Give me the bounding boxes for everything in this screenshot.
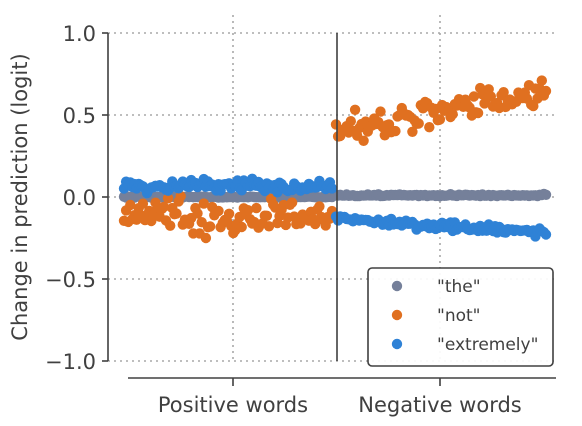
legend-label-0: "the"	[437, 277, 481, 297]
point-1-1-28	[390, 125, 401, 137]
y-tick-label-3: −0.5	[45, 268, 96, 292]
point-1-1-49	[434, 114, 446, 125]
point-1-1-44	[424, 122, 435, 133]
point-1-1-79	[498, 87, 509, 98]
point-1-0-41	[204, 221, 216, 232]
legend: "the" "not" "extremely"	[367, 267, 554, 367]
point-1-0-93	[314, 201, 325, 212]
point-1-1-55	[447, 109, 458, 120]
point-1-1-9	[349, 104, 361, 116]
point-1-0-68	[261, 210, 273, 221]
point-1-1-65	[468, 91, 480, 102]
point-1-1-97	[536, 75, 547, 86]
x-ticks: Positive words Negative words	[158, 378, 522, 417]
point-1-0-35	[192, 208, 203, 219]
legend-label-1: "not"	[437, 306, 480, 326]
legend-marker-2	[391, 338, 403, 350]
y-tick-label-0: 1.0	[63, 22, 96, 46]
legend-marker-1	[391, 309, 403, 321]
point-0-1-99	[540, 189, 552, 200]
point-1-1-93	[528, 100, 539, 112]
point-1-0-27	[175, 190, 186, 202]
point-1-0-63	[251, 202, 262, 214]
point-1-0-21	[162, 193, 174, 204]
point-1-0-59	[242, 205, 254, 216]
y-tick-label-2: 0.0	[63, 186, 96, 210]
point-1-1-39	[413, 118, 424, 129]
point-1-1-7	[345, 116, 356, 127]
point-1-0-45	[213, 205, 224, 217]
y-ticks: 1.0 0.5 0.0 −0.5 −1.0	[45, 22, 108, 374]
x-tick-label-0: Positive words	[158, 393, 308, 417]
point-1-0-50	[223, 208, 235, 219]
y-axis-title: Change in prediction (logit)	[8, 53, 32, 340]
point-1-0-19	[158, 201, 170, 213]
point-1-0-69	[263, 221, 275, 232]
point-1-0-38	[198, 198, 209, 209]
point-1-1-73	[485, 91, 496, 102]
point-1-0-3	[125, 199, 136, 211]
legend-box	[367, 267, 554, 367]
point-2-1-99	[540, 229, 552, 240]
point-1-0-56	[236, 221, 247, 233]
point-1-1-99	[540, 85, 552, 97]
legend-marker-0	[391, 280, 403, 292]
point-1-0-22	[165, 220, 176, 231]
legend-label-2: "extremely"	[437, 335, 538, 355]
point-1-0-80	[286, 197, 298, 208]
point-1-0-25	[171, 208, 182, 219]
point-1-0-9	[137, 198, 149, 209]
point-1-1-13	[358, 135, 369, 146]
y-tick-label-4: −1.0	[45, 350, 96, 374]
y-tick-label-1: 0.5	[63, 104, 96, 128]
point-1-1-67	[472, 107, 484, 119]
point-1-0-39	[200, 232, 212, 244]
point-1-0-91	[310, 218, 321, 230]
point-1-1-21	[375, 106, 386, 117]
point-2-0-99	[326, 183, 338, 194]
data-points	[118, 75, 552, 244]
point-1-1-36	[407, 126, 418, 137]
x-tick-label-1: Negative words	[358, 393, 521, 417]
